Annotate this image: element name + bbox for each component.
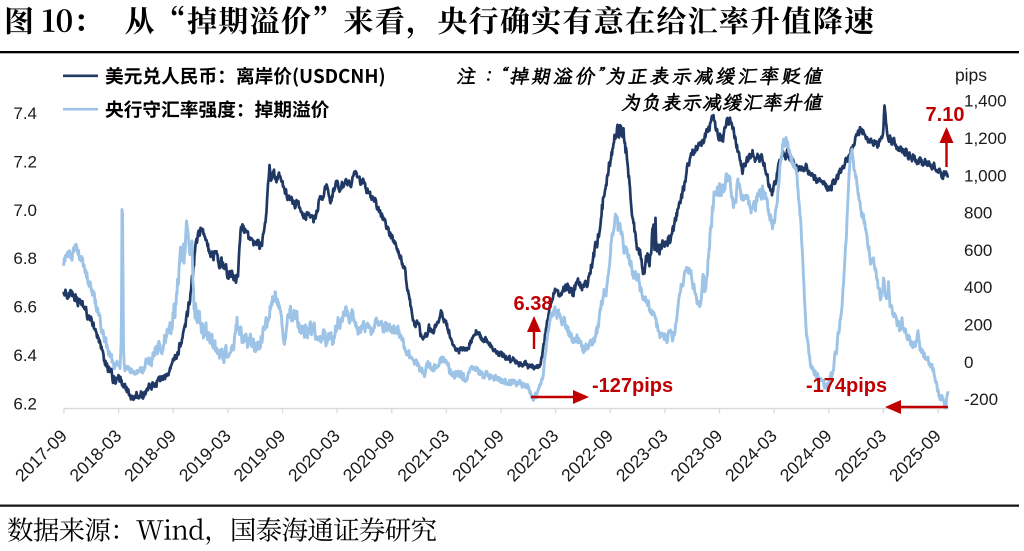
svg-text:2025-09: 2025-09: [885, 426, 945, 486]
svg-text:-200: -200: [964, 390, 998, 409]
svg-text:2022-03: 2022-03: [503, 426, 563, 486]
svg-text:pips: pips: [955, 65, 987, 85]
svg-text:2018-03: 2018-03: [66, 426, 126, 486]
svg-text:2024-09: 2024-09: [776, 426, 836, 486]
svg-text:2024-03: 2024-03: [721, 426, 781, 486]
svg-text:6.2: 6.2: [13, 394, 37, 413]
svg-text:2019-03: 2019-03: [175, 426, 235, 486]
svg-text:600: 600: [964, 241, 992, 260]
svg-text:7.10: 7.10: [926, 104, 965, 126]
svg-text:1,400: 1,400: [964, 92, 1007, 111]
svg-text:6.8: 6.8: [13, 249, 37, 268]
svg-text:7.2: 7.2: [13, 152, 37, 171]
svg-text:2023-03: 2023-03: [612, 426, 672, 486]
svg-text:2021-09: 2021-09: [448, 426, 508, 486]
svg-text:-127pips: -127pips: [592, 375, 673, 397]
svg-text:200: 200: [964, 316, 992, 335]
svg-text:2017-09: 2017-09: [11, 426, 71, 486]
svg-text:2021-03: 2021-03: [393, 426, 453, 486]
svg-text:7.4: 7.4: [13, 104, 37, 123]
svg-text:-174pips: -174pips: [806, 375, 887, 397]
svg-text:0: 0: [964, 353, 973, 372]
svg-text:6.38: 6.38: [514, 293, 553, 315]
svg-text:400: 400: [964, 278, 992, 297]
svg-text:1,200: 1,200: [964, 129, 1007, 148]
svg-text:2025-03: 2025-03: [830, 426, 890, 486]
svg-text:6.6: 6.6: [13, 298, 37, 317]
svg-text:6.4: 6.4: [13, 346, 37, 365]
svg-text:2018-09: 2018-09: [120, 426, 180, 486]
svg-text:2019-09: 2019-09: [230, 426, 290, 486]
svg-text:2023-09: 2023-09: [667, 426, 727, 486]
svg-text:1,000: 1,000: [964, 166, 1007, 185]
svg-text:2020-03: 2020-03: [284, 426, 344, 486]
svg-text:2020-09: 2020-09: [339, 426, 399, 486]
svg-text:800: 800: [964, 204, 992, 223]
svg-text:2022-09: 2022-09: [557, 426, 617, 486]
svg-text:7.0: 7.0: [13, 201, 37, 220]
